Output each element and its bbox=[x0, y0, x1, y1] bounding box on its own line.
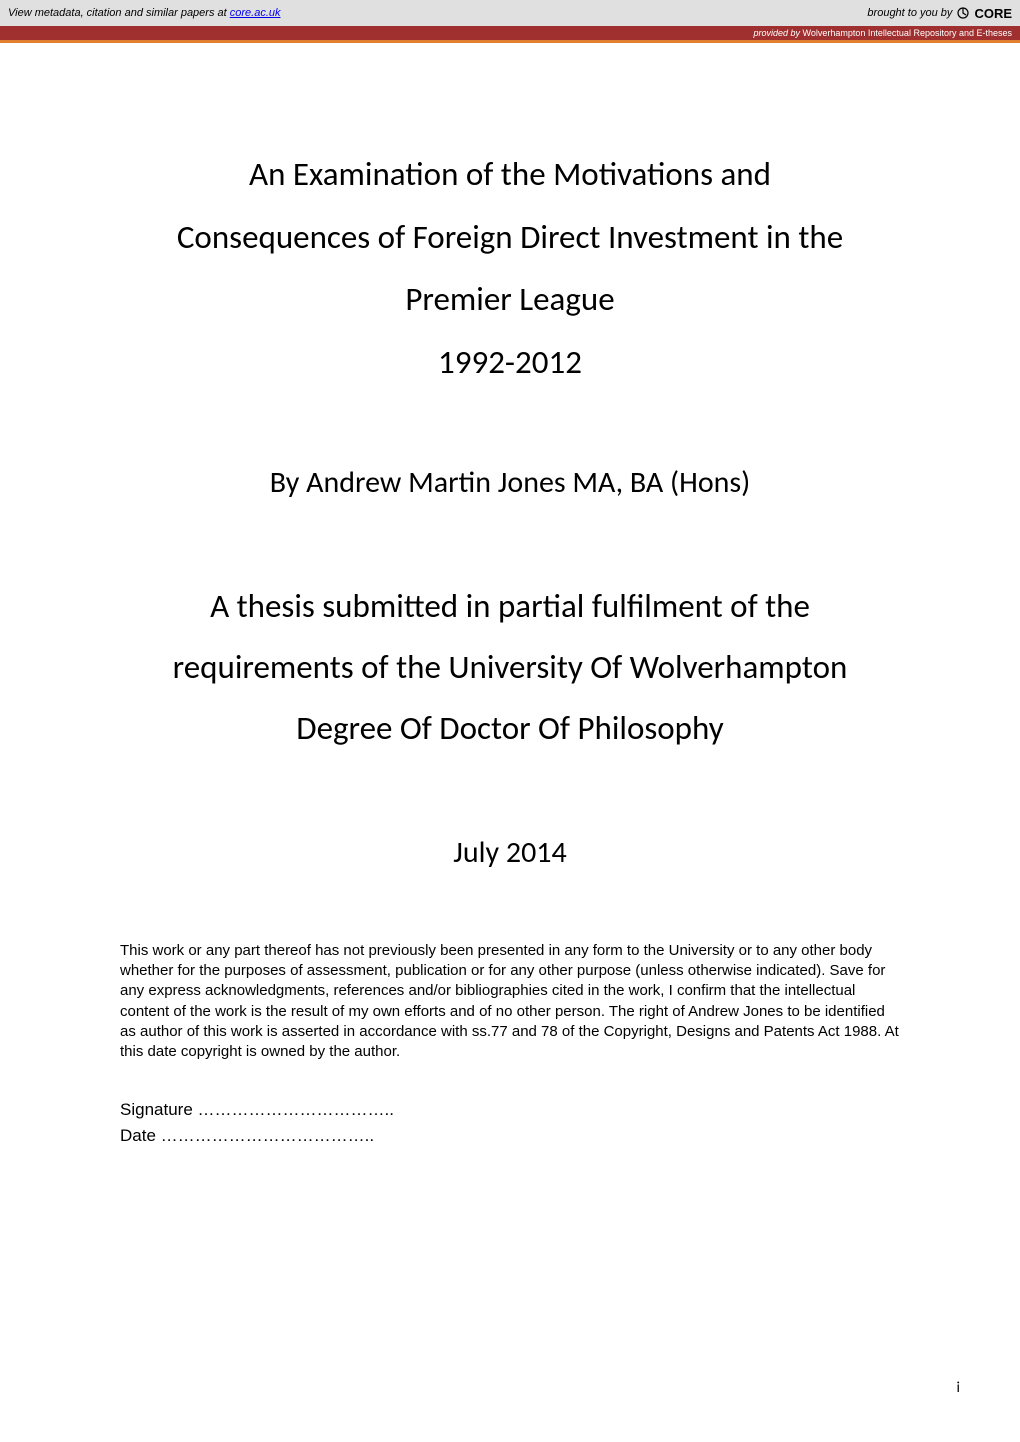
thesis-title: An Examination of the Motivations and Co… bbox=[120, 143, 900, 394]
submission-block: A thesis submitted in partial fulfilment… bbox=[120, 576, 900, 759]
provided-prefix: provided by bbox=[754, 28, 803, 38]
signature-line: Signature …………………………….. bbox=[120, 1097, 900, 1123]
submission-line-3: Degree Of Doctor Of Philosophy bbox=[120, 698, 900, 759]
page-content: An Examination of the Motivations and Co… bbox=[0, 43, 1020, 1208]
provided-by-bar: provided by Wolverhampton Intellectual R… bbox=[0, 26, 1020, 40]
core-banner: View metadata, citation and similar pape… bbox=[0, 0, 1020, 26]
page-number: i bbox=[957, 1379, 960, 1397]
author-line: By Andrew Martin Jones MA, BA (Hons) bbox=[120, 464, 900, 501]
title-line-4: 1992-2012 bbox=[120, 331, 900, 394]
provided-source: Wolverhampton Intellectual Repository an… bbox=[803, 28, 1012, 38]
submission-line-1: A thesis submitted in partial fulfilment… bbox=[120, 576, 900, 637]
banner-right-prefix: brought to you by bbox=[867, 7, 952, 19]
title-line-3: Premier League bbox=[120, 268, 900, 331]
banner-left-prefix: View metadata, citation and similar pape… bbox=[8, 7, 230, 19]
submission-line-2: requirements of the University Of Wolver… bbox=[120, 637, 900, 698]
core-logo-icon bbox=[956, 6, 970, 20]
banner-right: brought to you by CORE bbox=[867, 6, 1012, 21]
title-line-2: Consequences of Foreign Direct Investmen… bbox=[120, 206, 900, 269]
banner-left: View metadata, citation and similar pape… bbox=[8, 7, 281, 19]
core-link[interactable]: core.ac.uk bbox=[230, 7, 281, 19]
date-line: Date ……………………………….. bbox=[120, 1123, 900, 1149]
title-line-1: An Examination of the Motivations and bbox=[120, 143, 900, 206]
signature-block: Signature …………………………….. Date ……………………………… bbox=[120, 1097, 900, 1148]
declaration-text: This work or any part thereof has not pr… bbox=[120, 941, 900, 1063]
thesis-date: July 2014 bbox=[120, 834, 900, 871]
core-brand: CORE bbox=[974, 6, 1012, 21]
